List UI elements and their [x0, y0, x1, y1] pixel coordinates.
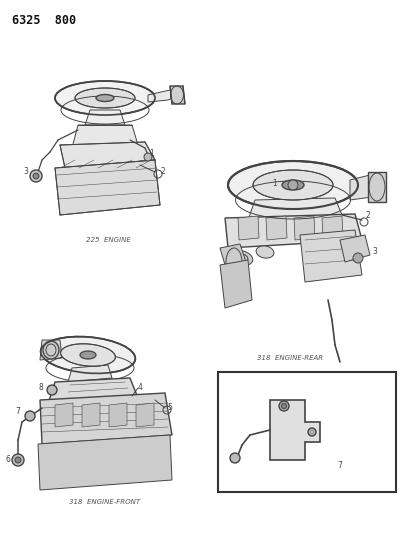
Polygon shape: [300, 230, 362, 282]
Text: 7: 7: [16, 408, 20, 416]
Polygon shape: [109, 403, 127, 427]
Circle shape: [230, 453, 240, 463]
Text: 4: 4: [137, 384, 142, 392]
Bar: [218, 372, 396, 492]
Text: 225  ENGINE: 225 ENGINE: [86, 237, 131, 243]
Ellipse shape: [41, 337, 135, 374]
Polygon shape: [148, 90, 180, 102]
Polygon shape: [40, 340, 62, 360]
Text: 6325  800: 6325 800: [12, 14, 76, 27]
Text: 318  ENGINE-REAR: 318 ENGINE-REAR: [257, 355, 323, 361]
Ellipse shape: [96, 94, 114, 101]
Circle shape: [353, 253, 363, 263]
Circle shape: [25, 411, 35, 421]
Polygon shape: [322, 216, 343, 240]
Polygon shape: [68, 365, 112, 382]
Polygon shape: [38, 435, 172, 490]
Text: 6: 6: [6, 456, 11, 464]
Polygon shape: [220, 260, 252, 308]
Polygon shape: [55, 403, 73, 427]
Ellipse shape: [60, 344, 115, 366]
Polygon shape: [225, 214, 362, 248]
Polygon shape: [170, 86, 185, 104]
Text: 2: 2: [366, 212, 370, 221]
Circle shape: [308, 428, 316, 436]
Text: 2: 2: [161, 167, 165, 176]
Ellipse shape: [228, 161, 358, 209]
Circle shape: [12, 454, 24, 466]
Ellipse shape: [43, 341, 59, 359]
Bar: [368, 172, 386, 202]
Circle shape: [279, 401, 289, 411]
Text: 8: 8: [39, 384, 43, 392]
Polygon shape: [248, 198, 342, 220]
Polygon shape: [340, 235, 370, 262]
Polygon shape: [136, 403, 154, 427]
Ellipse shape: [256, 246, 274, 258]
Ellipse shape: [55, 81, 155, 115]
Text: 7: 7: [337, 461, 342, 470]
Polygon shape: [85, 110, 125, 125]
Text: 1: 1: [273, 179, 277, 188]
Ellipse shape: [231, 251, 253, 265]
Circle shape: [33, 173, 39, 179]
Circle shape: [30, 170, 42, 182]
Ellipse shape: [75, 88, 135, 108]
Polygon shape: [270, 400, 320, 460]
Polygon shape: [238, 216, 259, 240]
Text: 1: 1: [150, 149, 154, 157]
Polygon shape: [350, 175, 382, 200]
Circle shape: [144, 153, 152, 161]
Text: 3: 3: [24, 167, 29, 176]
Circle shape: [288, 180, 298, 190]
Ellipse shape: [253, 170, 333, 200]
Circle shape: [282, 403, 286, 408]
Ellipse shape: [282, 180, 304, 190]
Polygon shape: [266, 216, 287, 240]
Polygon shape: [220, 244, 248, 275]
Text: 318  ENGINE-FRONT: 318 ENGINE-FRONT: [69, 499, 141, 505]
Polygon shape: [72, 125, 138, 148]
Polygon shape: [48, 378, 138, 404]
Polygon shape: [294, 216, 315, 240]
Ellipse shape: [80, 351, 96, 359]
Circle shape: [15, 457, 21, 463]
Text: 3: 3: [373, 247, 377, 256]
Polygon shape: [82, 403, 100, 427]
Text: 5: 5: [168, 403, 173, 413]
Polygon shape: [40, 393, 172, 444]
Polygon shape: [60, 142, 155, 168]
Circle shape: [47, 385, 57, 395]
Polygon shape: [55, 160, 160, 215]
